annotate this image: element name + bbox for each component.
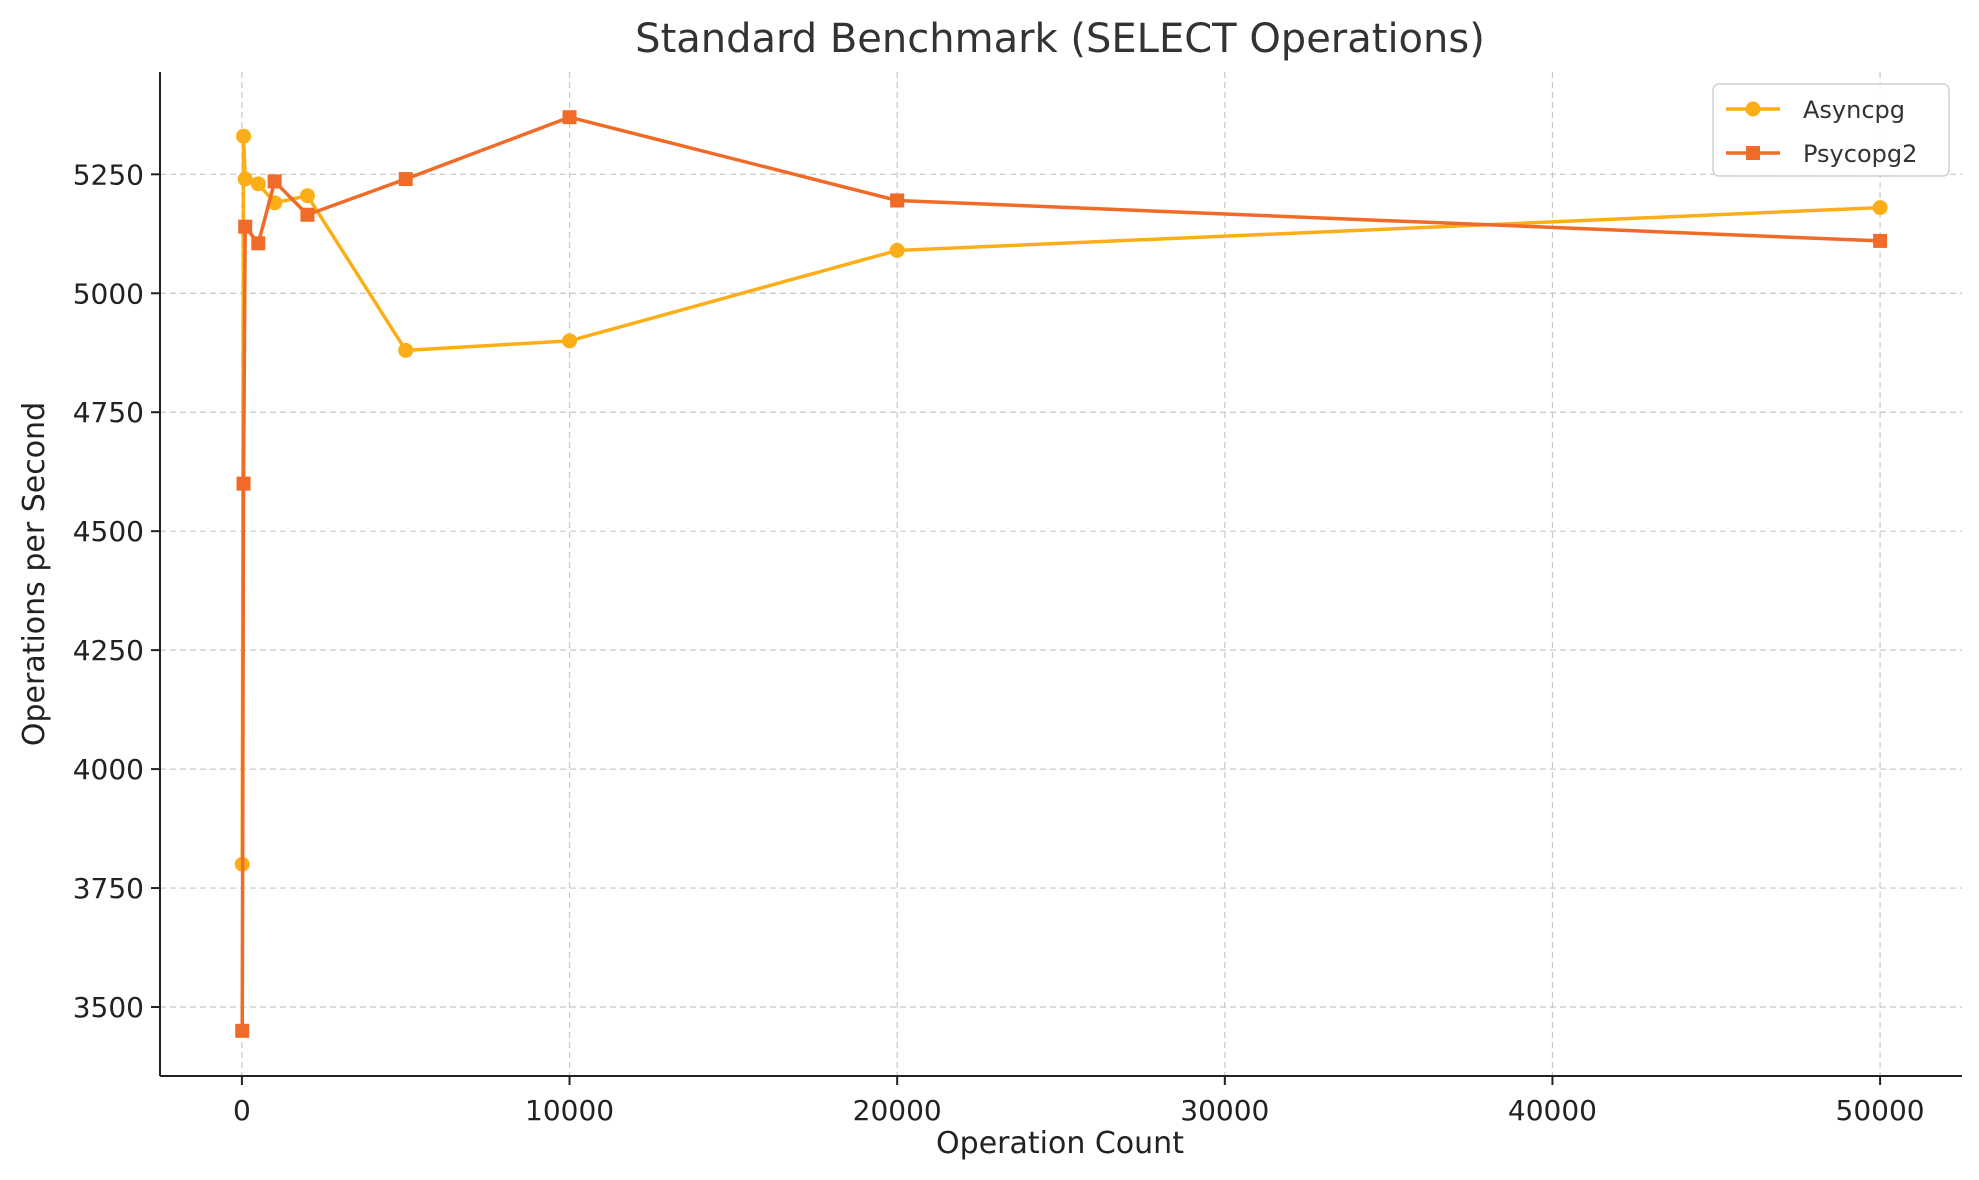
series-line — [240, 115, 1881, 1031]
x-tick-label: 50000 — [1836, 1094, 1925, 1127]
y-tick-label: 4250 — [73, 634, 144, 667]
data-point — [236, 128, 252, 144]
data-point — [236, 476, 251, 491]
y-tick-label: 4500 — [73, 515, 144, 548]
grid — [160, 72, 1962, 1076]
legend-label: Asyncpg — [1803, 96, 1905, 124]
chart-title: Standard Benchmark (SELECT Operations) — [635, 16, 1485, 62]
data-point — [562, 110, 577, 125]
data-point — [300, 207, 315, 222]
data-point — [398, 342, 414, 358]
ticks: 0 10000 20000 30000 40000 50000 3500 3750 4000 42… — [73, 158, 1925, 1127]
y-tick-label: 5250 — [73, 158, 144, 191]
data-point — [889, 242, 905, 258]
data-point — [890, 193, 905, 208]
y-tick-label: 3500 — [73, 991, 144, 1024]
y-tick-label: 4750 — [73, 396, 144, 429]
data-point — [299, 188, 315, 204]
data-point — [251, 236, 266, 251]
y-tick-label: 5000 — [73, 277, 144, 310]
x-tick-label: 10000 — [525, 1094, 614, 1127]
legend-marker — [1746, 146, 1760, 160]
data-point — [235, 1023, 250, 1038]
data-point — [398, 172, 413, 187]
x-tick-label: 40000 — [1508, 1094, 1597, 1127]
axes — [159, 72, 1962, 1077]
y-tick-label: 3750 — [73, 872, 144, 905]
legend-item-asyncpg: Asyncpg — [1726, 96, 1905, 124]
x-tick-label: 20000 — [853, 1094, 942, 1127]
data-point — [1873, 233, 1888, 248]
series-layer — [234, 110, 1888, 1038]
series-asyncpg — [234, 128, 1888, 872]
data-point — [1872, 200, 1888, 216]
y-tick-label: 4000 — [73, 753, 144, 786]
legend-item-psycopg2: Psycopg2 — [1726, 140, 1917, 168]
data-point — [237, 171, 253, 187]
data-point — [250, 176, 266, 192]
y-axis-label: Operations per Second — [17, 402, 52, 746]
data-point — [238, 219, 253, 234]
series-line — [240, 134, 1881, 865]
data-point — [267, 174, 282, 189]
x-axis-label: Operation Count — [936, 1126, 1184, 1161]
legend-marker — [1745, 101, 1761, 117]
legend: Asyncpg Psycopg2 — [1712, 83, 1950, 177]
legend-label: Psycopg2 — [1803, 140, 1917, 168]
data-point — [562, 333, 578, 349]
series-psycopg2 — [235, 110, 1888, 1038]
x-tick-label: 0 — [233, 1094, 251, 1127]
x-tick-label: 30000 — [1180, 1094, 1269, 1127]
